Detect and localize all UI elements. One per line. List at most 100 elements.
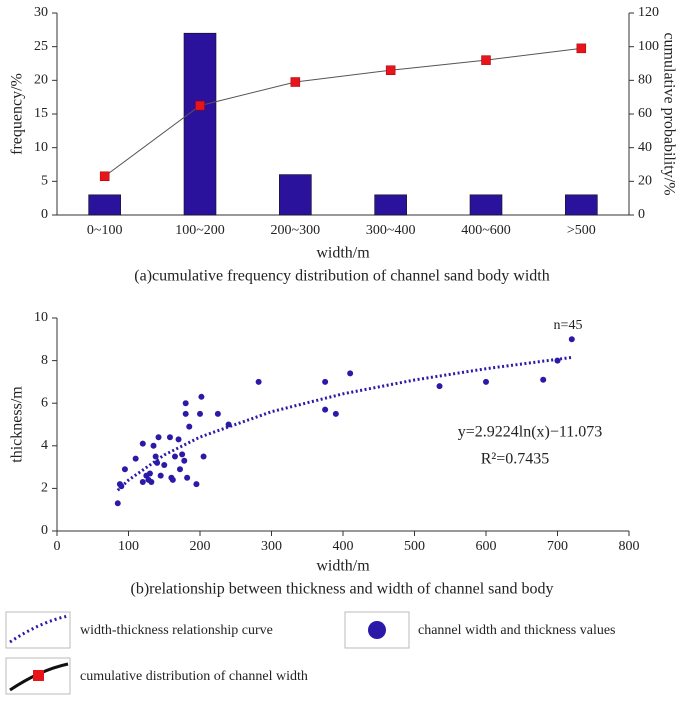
cumulative-marker: [385, 65, 396, 75]
y2-tick-label: 0: [638, 207, 645, 222]
fit-curve: [116, 355, 572, 492]
data-point: [568, 336, 575, 343]
bar: [469, 194, 503, 216]
y-tick-label: 2: [41, 481, 48, 496]
x-tick-label: 200~300: [271, 223, 321, 238]
data-point: [182, 400, 189, 407]
y-axis-label: frequency/%: [9, 73, 26, 155]
caption: (a)cumulative frequency distribution of …: [134, 268, 549, 285]
cumulative-marker: [99, 171, 110, 182]
data-point: [179, 451, 186, 458]
bar: [565, 194, 598, 216]
x-tick-label: 100: [118, 539, 139, 554]
x-tick-label: 700: [547, 539, 568, 554]
x-tick-label: 400: [333, 539, 354, 554]
cumulative-line: [104, 47, 582, 177]
data-point: [139, 440, 146, 447]
data-point: [255, 378, 262, 385]
data-point: [150, 442, 157, 449]
x-tick-label: 300~400: [366, 223, 416, 238]
cumulative-marker: [481, 55, 491, 65]
y2-tick-label: 100: [638, 39, 659, 54]
legend: width-thickness relationship curve chann…: [5, 611, 616, 695]
legend-dot-icon: [368, 621, 386, 639]
cumulative-marker: [195, 100, 205, 111]
data-point: [146, 470, 153, 477]
bar: [279, 174, 312, 216]
y-axis-label: thickness/m: [9, 386, 26, 463]
caption: (b)relationship between thickness and wi…: [131, 581, 554, 598]
data-point: [347, 370, 354, 377]
data-point: [166, 434, 173, 441]
data-point: [154, 459, 161, 466]
y2-tick-label: 80: [638, 73, 652, 88]
data-point: [198, 393, 205, 400]
y-tick-label: 8: [41, 353, 48, 368]
data-point: [161, 461, 168, 468]
data-point: [175, 436, 182, 443]
data-point: [182, 410, 189, 417]
y-tick-label: 10: [34, 140, 48, 155]
data-point: [540, 376, 547, 383]
x-tick-label: 0~100: [87, 223, 123, 238]
y-tick-label: 4: [41, 438, 48, 453]
data-point: [114, 500, 121, 507]
x-tick-label: 800: [619, 539, 640, 554]
data-point: [186, 423, 193, 430]
y2-tick-label: 40: [638, 140, 652, 155]
legend-icon-box: [344, 611, 410, 649]
data-point: [148, 479, 155, 486]
x-tick-label: 200: [190, 539, 211, 554]
data-point: [157, 472, 164, 479]
bar: [374, 194, 407, 216]
x-tick-label: 300: [261, 539, 282, 554]
data-point: [139, 479, 146, 486]
y-tick-label: 0: [41, 523, 48, 538]
y-tick-label: 6: [41, 395, 48, 410]
x-tick-label: 100~200: [175, 223, 225, 238]
data-point: [171, 453, 178, 460]
y-tick-label: 25: [34, 39, 48, 54]
y-tick-label: 10: [34, 310, 48, 325]
annotation: n=45: [554, 318, 583, 333]
data-point: [181, 457, 188, 464]
y-tick-label: 0: [41, 207, 48, 222]
x-tick-label: 500: [404, 539, 425, 554]
data-point: [184, 474, 191, 481]
data-point: [155, 434, 162, 441]
data-point: [322, 406, 329, 413]
y2-tick-label: 60: [638, 106, 652, 121]
x-axis-label: width/m: [316, 558, 370, 575]
y-tick-label: 30: [34, 5, 48, 20]
x-tick-label: 400~600: [461, 223, 511, 238]
legend-label: channel width and thickness values: [418, 623, 616, 638]
y-tick-label: 5: [41, 174, 48, 189]
legend-curve-icon: [9, 614, 69, 644]
data-point: [436, 383, 443, 390]
bar: [183, 32, 217, 216]
data-point: [322, 378, 329, 385]
y-tick-label: 20: [34, 73, 48, 88]
data-point: [152, 453, 159, 460]
annotation: y=2.9224ln(x)−11.073: [458, 424, 603, 441]
data-point: [193, 481, 200, 488]
legend-icon-box: [5, 657, 71, 695]
data-point: [214, 410, 221, 417]
y2-tick-label: 20: [638, 174, 652, 189]
x-axis-label: width/m: [316, 245, 370, 262]
data-point: [169, 476, 176, 483]
x-tick-label: 0: [54, 539, 61, 554]
legend-icon-box: [5, 611, 71, 649]
data-point: [332, 410, 339, 417]
x-tick-label: >500: [567, 223, 596, 238]
annotation: R²=0.7435: [481, 451, 550, 468]
data-point: [176, 466, 183, 473]
x-tick-label: 600: [476, 539, 497, 554]
y2-axis-label: cumulative probability/%: [660, 32, 677, 195]
y-tick-label: 15: [34, 106, 48, 121]
legend-label: width-thickness relationship curve: [80, 623, 273, 638]
data-point: [200, 453, 207, 460]
legend-square-icon: [33, 670, 44, 681]
bar: [88, 194, 121, 216]
